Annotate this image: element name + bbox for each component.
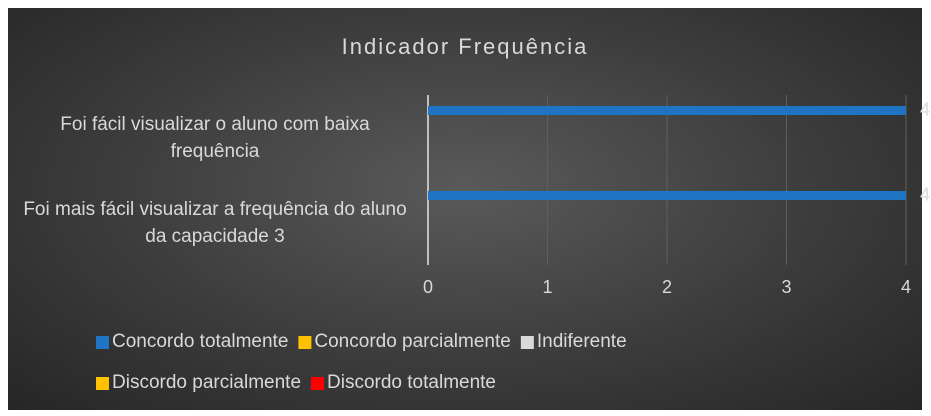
legend-swatch (96, 377, 109, 390)
chart-background (8, 8, 922, 410)
x-tick-label: 2 (662, 277, 672, 297)
bar (428, 191, 906, 200)
x-tick-label: 4 (901, 277, 911, 297)
legend-swatch (96, 336, 109, 349)
legend-label: Concordo parcialmente (314, 331, 510, 352)
chart-title: Indicador Frequência (342, 34, 589, 59)
legend-swatch (298, 336, 312, 349)
bar (428, 106, 906, 115)
x-tick-label: 3 (781, 277, 791, 297)
data-label: 4 (920, 184, 930, 204)
x-tick-label: 1 (542, 277, 552, 297)
legend-swatch (311, 377, 325, 390)
legend-swatch (520, 336, 534, 349)
legend-label: Concordo totalmente (112, 331, 288, 352)
legend-label: Discordo totalmente (327, 372, 496, 393)
legend-label: Indiferente (537, 331, 627, 352)
x-tick-label: 0 (423, 277, 433, 297)
y-tick-label: Foi mais fácil visualizar a frequência d… (23, 198, 407, 247)
legend-label: Discordo parcialmente (112, 372, 301, 393)
data-label: 4 (920, 99, 930, 119)
y-tick-label: Foi fácil visualizar o aluno com baixa f… (60, 113, 370, 162)
